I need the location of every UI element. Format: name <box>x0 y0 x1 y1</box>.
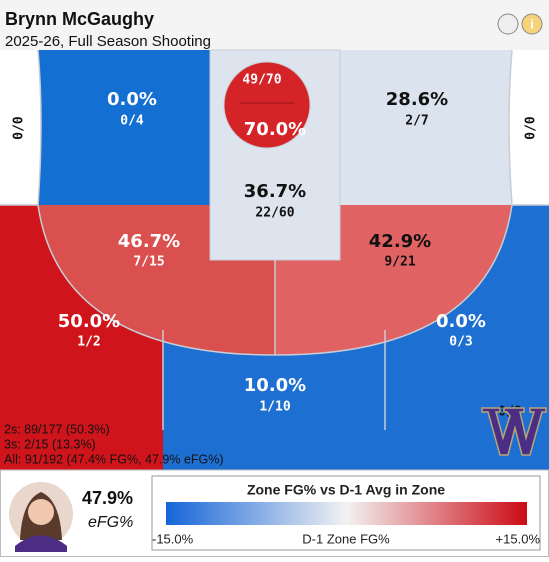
zone-shots: 1/2 <box>77 335 100 350</box>
zone-pct: 28.6% <box>386 89 448 110</box>
zone-shots: 0/0 <box>524 116 539 140</box>
zone-mid-right <box>275 205 512 355</box>
zone-upper-right <box>340 50 512 205</box>
team-logo <box>481 407 547 456</box>
summary-line: All: 91/192 (47.4% FG%, 47.9% eFG%) <box>4 452 224 466</box>
zone-shots: 0/0 <box>12 116 27 140</box>
zone-shots: 7/15 <box>133 255 164 270</box>
zone-restricted <box>223 61 311 149</box>
zone-pct: 36.7% <box>244 181 306 202</box>
zone-shots: 0/3 <box>449 335 472 350</box>
zone-pct: 10.0% <box>244 375 306 396</box>
player-name: Brynn McGaughy <box>5 9 154 29</box>
legend-title: Zone FG% vs D-1 Avg in Zone <box>247 482 445 498</box>
zone-upper-left <box>38 50 210 205</box>
efg-value: 47.9% <box>82 488 133 508</box>
zone-pct: 0.0% <box>436 311 486 332</box>
legend-min: -15.0% <box>152 531 194 546</box>
zone-shots: 22/60 <box>255 206 294 221</box>
legend-mid: D-1 Zone FG% <box>302 531 390 546</box>
zone-shots: 0/4 <box>120 114 144 129</box>
zone-pct: 70.0% <box>244 119 306 140</box>
court <box>0 49 549 470</box>
info-icon: i <box>530 16 534 31</box>
header-bg <box>0 0 549 50</box>
zone-shots: 2/7 <box>405 114 428 129</box>
zone-pct: 0.0% <box>107 89 157 110</box>
zone-mid-left <box>38 205 275 355</box>
summary-line: 2s: 89/177 (50.3%) <box>4 422 110 436</box>
zone-pct: 46.7% <box>118 231 180 252</box>
summary-line: 3s: 2/15 (13.3%) <box>4 437 96 451</box>
toggle-button[interactable] <box>497 13 519 35</box>
legend-max: +15.0% <box>496 531 541 546</box>
zone-pct: 42.9% <box>369 231 431 252</box>
subtitle: 2025-26, Full Season Shooting <box>5 33 211 50</box>
zone-shots: 49/70 <box>242 73 281 88</box>
info-button[interactable] <box>521 13 543 35</box>
zone-shots: 1/10 <box>259 400 290 415</box>
zone-shots: 9/21 <box>384 255 415 270</box>
zone-pct: 50.0% <box>58 311 120 332</box>
efg-label: eFG% <box>88 514 133 531</box>
legend-gradient <box>166 502 527 525</box>
